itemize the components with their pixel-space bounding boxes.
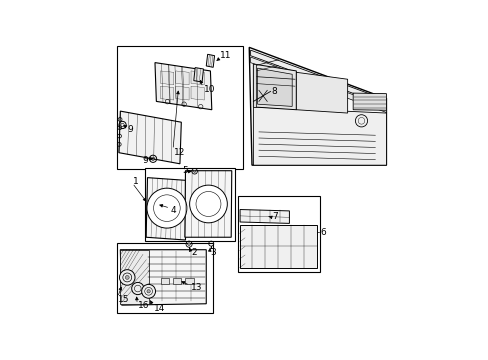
Text: 6: 6 [319, 228, 325, 237]
Text: 15: 15 [118, 294, 129, 303]
Circle shape [187, 243, 190, 246]
Circle shape [146, 188, 186, 228]
Text: 2: 2 [191, 248, 196, 257]
Polygon shape [155, 63, 211, 110]
Polygon shape [120, 250, 206, 305]
Bar [117, 243, 212, 314]
Text: 8: 8 [271, 87, 277, 96]
Polygon shape [120, 250, 149, 304]
Polygon shape [250, 50, 386, 105]
Polygon shape [146, 177, 186, 240]
Polygon shape [175, 86, 189, 100]
Text: 4: 4 [170, 206, 176, 215]
Bar [185, 278, 193, 284]
Bar [160, 278, 168, 284]
Text: 3: 3 [210, 248, 216, 257]
Circle shape [125, 275, 129, 279]
Circle shape [142, 284, 155, 298]
Polygon shape [257, 68, 292, 107]
Text: 1: 1 [133, 177, 138, 186]
Text: 13: 13 [190, 283, 202, 292]
Text: 7: 7 [272, 212, 277, 221]
Circle shape [119, 270, 135, 285]
Circle shape [193, 170, 195, 172]
Circle shape [131, 283, 143, 294]
Polygon shape [191, 86, 204, 100]
Polygon shape [249, 48, 386, 165]
Polygon shape [206, 54, 214, 67]
Polygon shape [239, 225, 317, 268]
Polygon shape [160, 71, 173, 85]
Text: 9: 9 [142, 156, 148, 165]
Text: 10: 10 [203, 85, 215, 94]
Polygon shape [160, 86, 173, 100]
Bar [173, 278, 181, 284]
Polygon shape [191, 71, 204, 85]
Text: 5: 5 [183, 166, 188, 175]
Polygon shape [175, 71, 189, 85]
Polygon shape [352, 93, 386, 110]
Bar [117, 46, 243, 169]
Polygon shape [296, 72, 347, 113]
Polygon shape [250, 57, 386, 112]
Polygon shape [193, 68, 203, 82]
Circle shape [146, 290, 150, 293]
Polygon shape [253, 64, 256, 107]
Polygon shape [184, 171, 231, 237]
Text: 11: 11 [220, 51, 231, 60]
Polygon shape [240, 210, 289, 223]
Text: 9: 9 [127, 125, 133, 134]
Polygon shape [253, 64, 296, 110]
Polygon shape [119, 111, 181, 164]
Text: 14: 14 [154, 304, 165, 313]
Bar [238, 195, 319, 272]
Circle shape [189, 185, 227, 223]
Polygon shape [253, 107, 386, 165]
Bar [144, 168, 234, 242]
Text: 16: 16 [138, 301, 149, 310]
Text: 12: 12 [173, 148, 184, 157]
